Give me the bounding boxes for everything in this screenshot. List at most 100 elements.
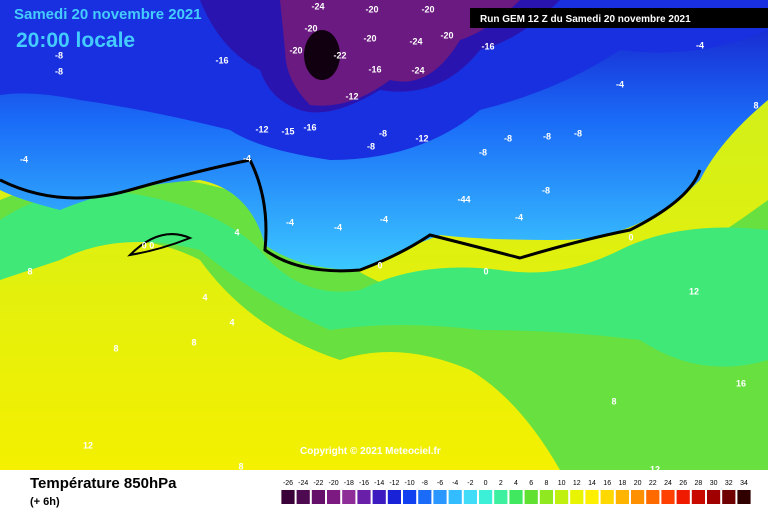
legend-tick-label: -4	[452, 480, 458, 487]
legend-swatch	[631, 490, 645, 504]
contour-label: -16	[303, 122, 316, 132]
contour-label: 12	[83, 440, 93, 450]
legend-tick-label: 24	[664, 480, 672, 487]
contour-label: -12	[255, 124, 268, 134]
legend-swatch	[372, 490, 386, 504]
legend-tick-label: 12	[573, 480, 581, 487]
legend-swatch	[661, 490, 675, 504]
color-legend: -26 -24 -22 -20 -18 -16 -14 -12 -10 -8 -6 -4 -2 0 2 4 6 8…	[281, 480, 751, 504]
contour-label: -22	[333, 50, 346, 60]
legend-tick-label: -2	[467, 480, 473, 487]
legend-swatch	[646, 490, 660, 504]
legend-swatch	[509, 490, 523, 504]
date-label: Samedi 20 novembre 2021	[14, 6, 202, 23]
contour-label: 8	[27, 266, 32, 276]
legend-tick-label: 34	[740, 480, 748, 487]
legend-tick-label: -8	[422, 480, 428, 487]
legend-tick-label: 20	[634, 480, 642, 487]
contour-label: -20	[365, 4, 378, 14]
contour-label: 4	[234, 227, 239, 237]
legend-tick-label: -16	[359, 480, 369, 487]
legend-tick-label: -18	[344, 480, 354, 487]
run-label: Run GEM 12 Z du Samedi 20 novembre 2021	[480, 14, 691, 25]
contour-label: -44	[457, 194, 470, 204]
legend-tick-label: 22	[649, 480, 657, 487]
legend-tick-label: 32	[725, 480, 733, 487]
contour-label: -8	[55, 50, 63, 60]
contour-label: -12	[415, 133, 428, 143]
contour-label: 12	[689, 286, 699, 296]
contour-label: -20	[421, 4, 434, 14]
contour-label: -8	[574, 128, 582, 138]
contour-label: 16	[736, 378, 746, 388]
legend-swatch	[403, 490, 417, 504]
legend-tick-label: 30	[710, 480, 718, 487]
legend-swatch	[524, 490, 538, 504]
legend-tick-label: 16	[603, 480, 611, 487]
contour-label: -8	[55, 66, 63, 76]
legend-swatch	[707, 490, 721, 504]
legend-tick-label: -24	[298, 480, 308, 487]
contour-label: 4	[202, 292, 207, 302]
legend-tick-label: 8	[544, 480, 548, 487]
legend-tick-label: -26	[283, 480, 293, 487]
legend-tick-label: 6	[529, 480, 533, 487]
contour-label: 0	[377, 260, 382, 270]
contour-label: -16	[481, 41, 494, 51]
legend-tick-label: 14	[588, 480, 596, 487]
footer-lead: (+ 6h)	[30, 496, 60, 508]
legend-swatch	[615, 490, 629, 504]
contour-label: 12	[650, 464, 660, 474]
contour-label: -20	[304, 23, 317, 33]
contour-label: -15	[281, 126, 294, 136]
legend-tick-label: 2	[499, 480, 503, 487]
contour-label: -24	[409, 36, 422, 46]
legend-swatch	[357, 490, 371, 504]
contour-label: -24	[411, 65, 424, 75]
legend-swatch	[722, 490, 736, 504]
legend-tick-label: -6	[437, 480, 443, 487]
contour-label: 8	[113, 343, 118, 353]
contour-label: -24	[311, 1, 324, 11]
map-background	[0, 0, 768, 470]
legend-tick-label: -14	[374, 480, 384, 487]
legend-swatch	[418, 490, 432, 504]
legend-tick-label: -10	[405, 480, 415, 487]
time-label: 20:00 locale	[16, 29, 135, 52]
contour-label: 8	[238, 461, 243, 471]
contour-label: -8	[367, 141, 375, 151]
legend-swatch	[387, 490, 401, 504]
legend-swatch	[296, 490, 310, 504]
legend-tick-label: -20	[329, 480, 339, 487]
contour-label: -4	[334, 222, 342, 232]
legend-swatch	[448, 490, 462, 504]
contour-label: 8	[611, 396, 616, 406]
legend-tick-label: 10	[558, 480, 566, 487]
contour-label: -4	[243, 153, 251, 163]
legend-swatch	[433, 490, 447, 504]
contour-label: -4	[515, 212, 523, 222]
legend-tick-label: 28	[695, 480, 703, 487]
contour-labels: -24 -20 -20 -20 -20 -22 -20 -24 -20 -16 -24 -16 -12 -…	[20, 1, 759, 474]
legend-swatch	[342, 490, 356, 504]
legend-swatch	[494, 490, 508, 504]
contour-label: -8	[479, 147, 487, 157]
footer-title: Température 850hPa	[30, 475, 177, 492]
contour-label: 0 0	[142, 240, 155, 250]
legend-swatch	[676, 490, 690, 504]
legend-swatch	[691, 490, 705, 504]
contour-label: -16	[368, 64, 381, 74]
legend-tick-label: 0	[484, 480, 488, 487]
legend-swatch	[327, 490, 341, 504]
contour-label: -8	[542, 185, 550, 195]
contour-label: -8	[379, 128, 387, 138]
legend-tick-label: 26	[679, 480, 687, 487]
legend-swatch	[570, 490, 584, 504]
contour-label: -20	[289, 45, 302, 55]
copyright: Copyright © 2021 Meteociel.fr	[300, 446, 441, 457]
legend-swatch	[737, 490, 751, 504]
contour-label: -4	[696, 40, 704, 50]
legend-tick-label: 4	[514, 480, 518, 487]
contour-label: -4	[380, 214, 388, 224]
